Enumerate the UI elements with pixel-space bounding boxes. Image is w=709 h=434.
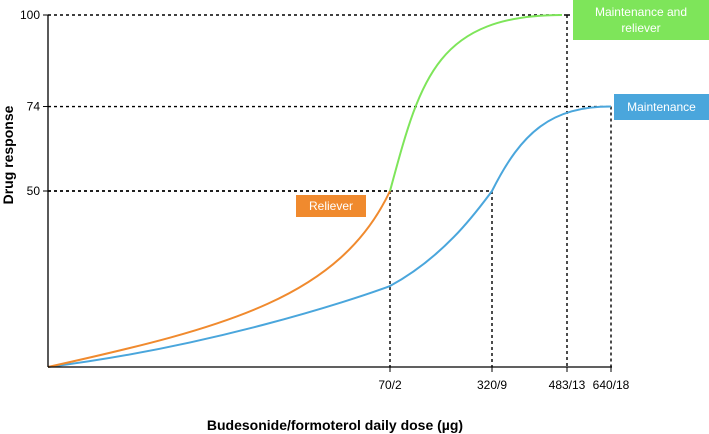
series-labels: Reliever Maintenance and reliever Maintenan…: [296, 0, 709, 217]
x-tick-labels: 70/2 320/9 483/13 640/18: [378, 367, 630, 392]
series-label-maintenance-and-reliever: Maintenance and reliever: [573, 0, 709, 40]
x-tick-label: 640/18: [593, 378, 630, 392]
series-label-box: [296, 195, 366, 217]
series-label-text: Reliever: [309, 199, 353, 213]
series-line-maintenance-and-reliever: [389, 14, 563, 192]
series-line-maintenance: [47, 105, 612, 368]
x-axis-title: Budesonide/formoterol daily dose (µg): [207, 417, 463, 433]
y-tick-label: 100: [20, 8, 40, 22]
series-label-text: Maintenance and reliever: [595, 5, 687, 35]
x-tick-label: 483/13: [549, 378, 586, 392]
series-label-box: [573, 0, 709, 40]
series-label-box: [614, 94, 709, 120]
x-tick-label: 70/2: [378, 378, 402, 392]
x-tick-label: 320/9: [477, 378, 507, 392]
reference-lines: [48, 14, 612, 367]
y-tick-label: 74: [27, 100, 41, 114]
y-tick-labels: 50 74 100: [20, 8, 48, 198]
series-label-reliever: Reliever: [296, 195, 366, 217]
y-axis-title: Drug response: [0, 105, 16, 204]
series-curves: [47, 14, 612, 368]
series-label-maintenance: Maintenance: [614, 94, 709, 120]
y-tick-label: 50: [27, 184, 41, 198]
series-label-text: Maintenance: [627, 100, 696, 114]
series-line-reliever: [47, 190, 391, 368]
